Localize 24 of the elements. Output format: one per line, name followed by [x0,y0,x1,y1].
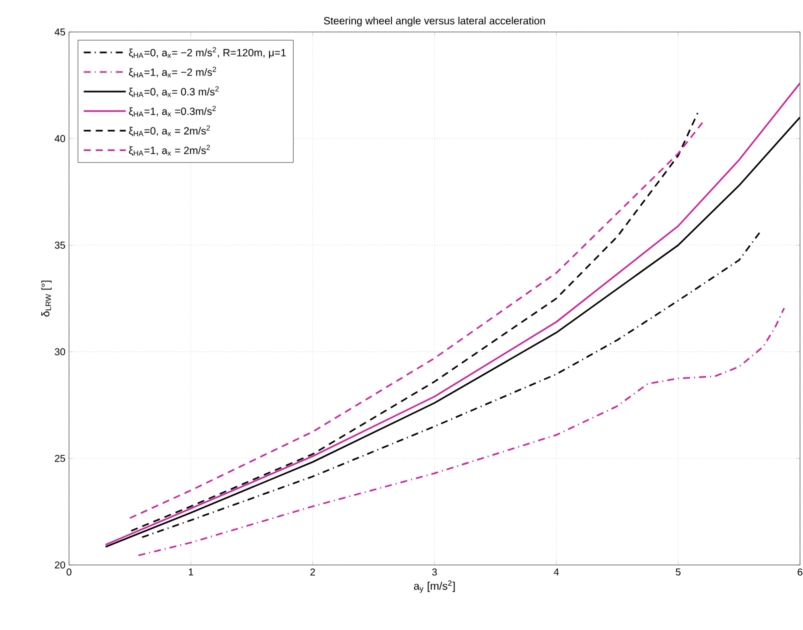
x-tick-label: 5 [676,568,681,576]
legend-label: ξ$_{HA}$=0, a$_{x}$= 0.3 m/s$^{2}$ [129,86,219,98]
legend-label: ξ$_{HA}$=0, a$_{x}$= −2 m/s$^{2}$, R=120m, μ=1 [129,47,286,58]
legend-label: ξ$_{HA}$=1, a$_{x}$ = 2m/s$^{2}$ [129,144,210,156]
y-tick-label: 30 [54,348,66,356]
legend-label: ξ$_{HA}$=0, a$_{x}$ = 2m/s$^{2}$ [129,125,210,136]
x-tick-label: 3 [432,568,437,576]
line-series [141,232,761,538]
legend-label: ξ$_{HA}$=1, a$_{x}$= −2 m/s$^{2}$ [129,66,216,78]
y-axis-title: δ$_{LRW}$ [°] [41,280,52,317]
chart-title: Steering wheel angle versus lateral acceleration [324,16,545,26]
legend-label: ξ$_{HA}$=1, a$_{x}$ =0.3m/s$^{2}$ [129,106,216,117]
y-tick-label: 25 [54,454,66,462]
y-tick-label: 40 [54,135,66,142]
y-tick-label: 20 [54,561,66,569]
x-tick-label: 1 [188,568,194,576]
y-tick-label: 35 [54,242,66,249]
x-tick-label: 4 [554,568,559,576]
x-tick-label: 2 [310,568,315,576]
line-series [138,307,785,556]
x-tick-label: 0 [66,568,72,576]
x-axis-title: a$_{y}$ [m/s$^{2}$] [414,580,455,593]
y-tick-label: 45 [54,28,66,36]
x-tick-label: 6 [798,568,802,576]
